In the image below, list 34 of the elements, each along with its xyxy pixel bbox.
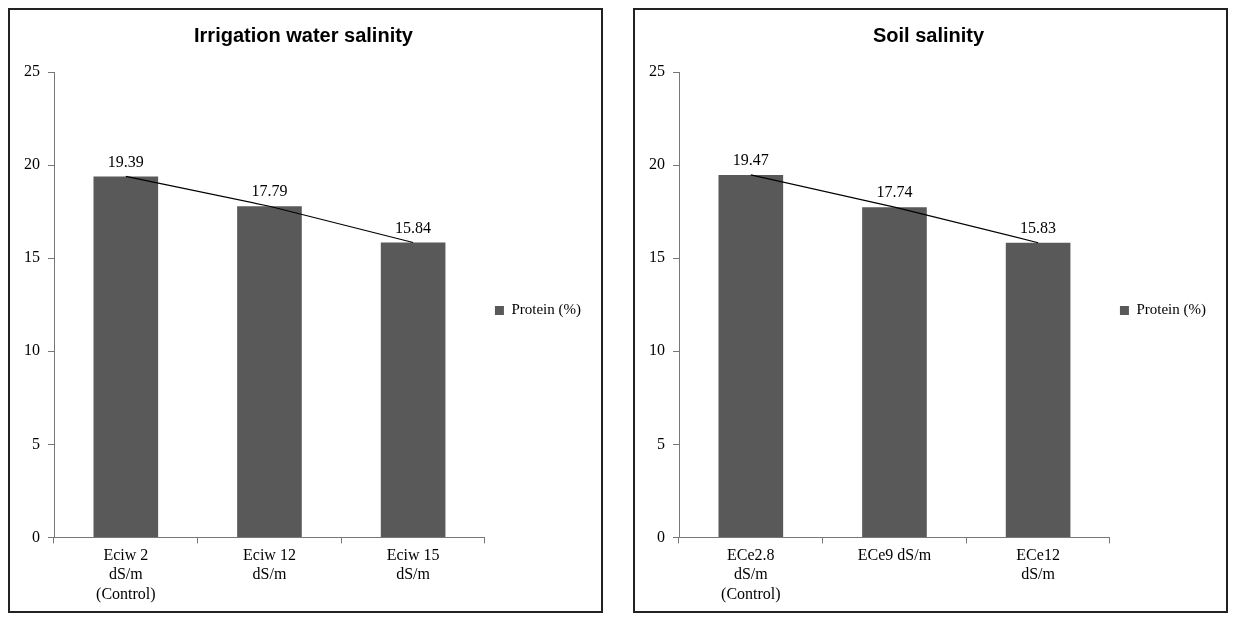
data-label: 17.79 (251, 182, 288, 200)
data-label: 17.74 (876, 183, 913, 201)
data-label: 19.39 (107, 152, 144, 170)
bar (380, 242, 446, 537)
y-tick-label: 20 (24, 155, 40, 173)
data-label: 15.83 (1020, 218, 1057, 236)
y-tick-label: 25 (649, 62, 665, 80)
legend-label: Protein (%) (1136, 301, 1207, 319)
y-tick-label: 5 (32, 434, 40, 452)
bar (862, 207, 927, 537)
y-tick-label: 20 (649, 155, 665, 173)
y-tick-label: 25 (24, 62, 40, 80)
y-tick-label: 5 (657, 434, 665, 452)
bar (718, 174, 784, 537)
x-tick-label: Eciw 12 dS/m (243, 546, 296, 583)
y-tick-label: 10 (649, 341, 665, 359)
y-tick-label: 10 (24, 341, 40, 359)
x-tick-label: ECe12 dS/m (1016, 546, 1060, 583)
y-tick-label: 15 (24, 248, 40, 266)
legend-label: Protein (%) (511, 301, 582, 319)
x-tick-label: ECe9 dS/m (857, 546, 932, 564)
bar (237, 206, 302, 537)
x-tick-label: Eciw 2 dS/m (Control) (96, 546, 156, 603)
chart-title: Soil salinity (872, 23, 985, 46)
chart-title: Irrigation water salinity (194, 23, 414, 46)
y-tick-label: 0 (657, 527, 665, 545)
x-tick-label: Eciw 15 dS/m (386, 546, 440, 583)
y-tick-label: 15 (649, 248, 665, 266)
bar (93, 176, 159, 537)
x-tick-label: ECe2.8 dS/m (Control) (721, 546, 781, 603)
y-tick-label: 0 (32, 527, 40, 545)
data-label: 19.47 (732, 151, 769, 169)
data-label: 15.84 (395, 218, 432, 236)
bar (1005, 242, 1071, 537)
